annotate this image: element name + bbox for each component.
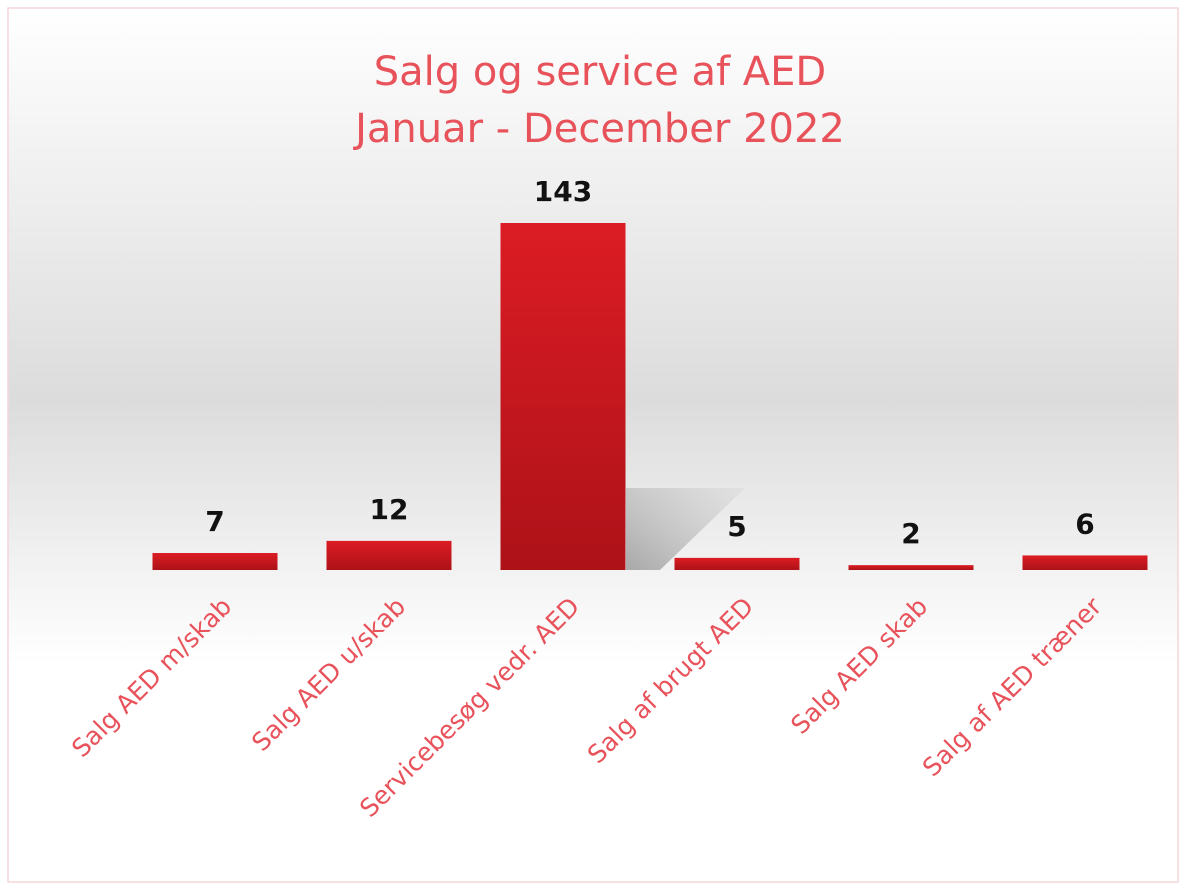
- bar-shadow: [626, 488, 745, 570]
- value-label: 7: [205, 505, 224, 538]
- bar: [1022, 555, 1148, 570]
- chart-subtitle: Januar - December 2022: [352, 106, 845, 152]
- value-label: 143: [534, 175, 592, 208]
- bar: [848, 565, 974, 570]
- bar: [152, 553, 278, 570]
- value-label: 2: [901, 517, 920, 550]
- value-label: 5: [727, 510, 746, 543]
- value-label: 6: [1075, 507, 1094, 540]
- bar: [326, 540, 452, 570]
- bar: [500, 223, 626, 570]
- value-label: 12: [370, 493, 409, 526]
- bar: [674, 557, 800, 570]
- chart-title: Salg og service af AED: [374, 49, 826, 95]
